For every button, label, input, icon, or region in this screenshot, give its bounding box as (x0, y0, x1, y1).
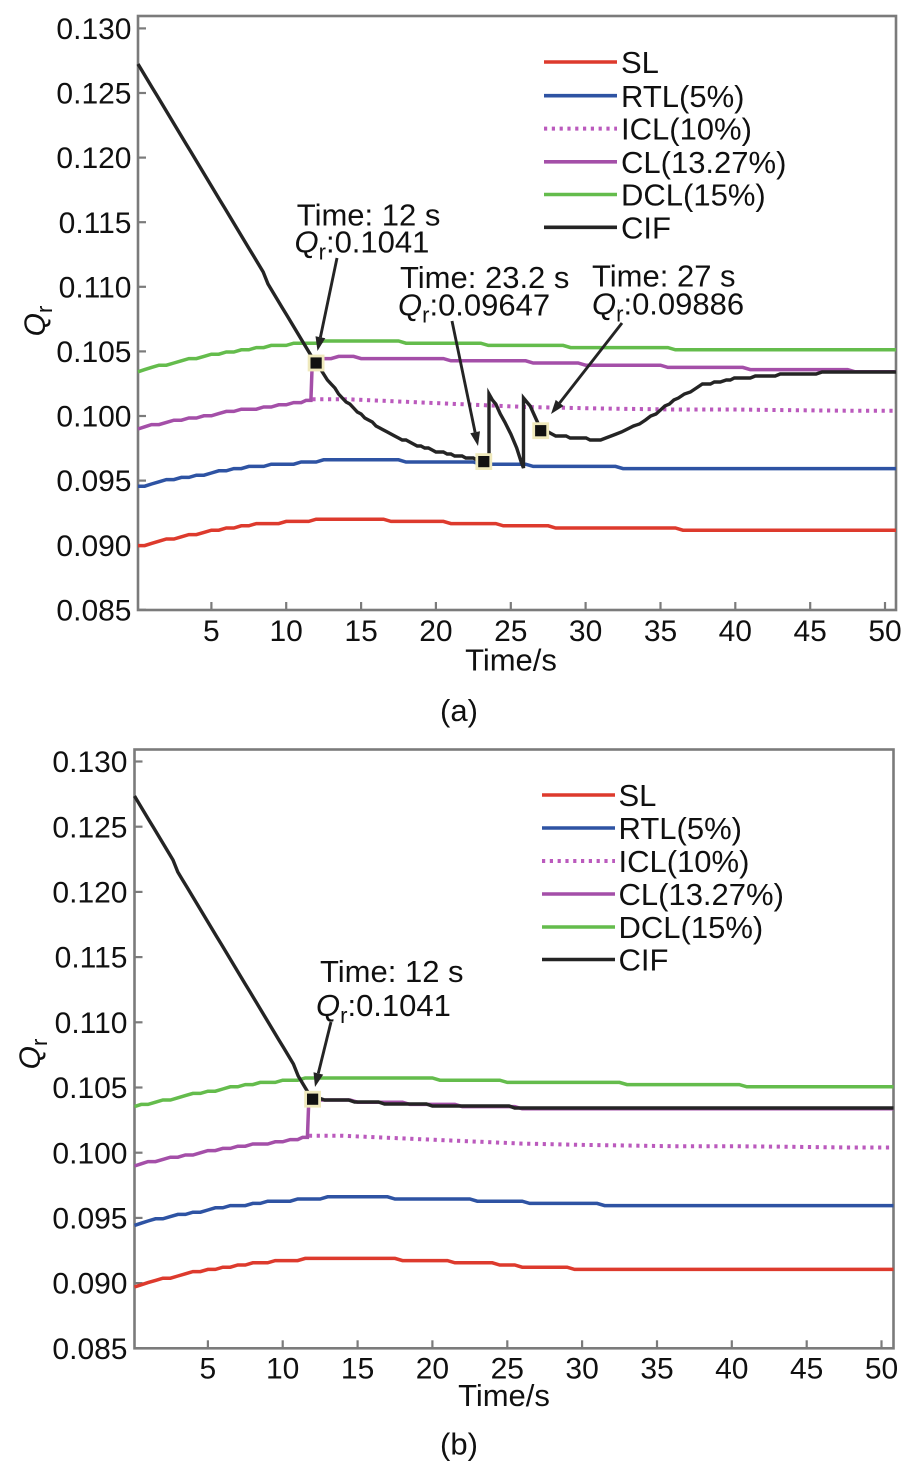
svg-text:Qr:0.1041: Qr:0.1041 (295, 225, 430, 265)
svg-text:0.115: 0.115 (59, 207, 132, 240)
svg-text:0.095: 0.095 (52, 1203, 127, 1236)
svg-text:DCL(15%): DCL(15%) (621, 178, 766, 213)
svg-text:ICL(10%): ICL(10%) (619, 844, 750, 879)
svg-text:DCL(15%): DCL(15%) (619, 910, 764, 945)
svg-text:RTL(5%): RTL(5%) (619, 811, 742, 846)
svg-text:35: 35 (644, 615, 677, 648)
svg-text:45: 45 (790, 1353, 823, 1386)
svg-text:ICL(10%): ICL(10%) (621, 112, 752, 147)
svg-text:Time: 12 s: Time: 12 s (297, 198, 441, 233)
svg-text:5: 5 (203, 615, 220, 648)
svg-text:0.120: 0.120 (52, 877, 127, 910)
svg-text:0.130: 0.130 (56, 13, 131, 46)
svg-text:0.090: 0.090 (56, 530, 131, 563)
svg-text:15: 15 (341, 1353, 374, 1386)
svg-text:Time/s: Time/s (458, 1378, 550, 1413)
svg-text:35: 35 (640, 1353, 673, 1386)
svg-text:CIF: CIF (619, 943, 669, 978)
svg-text:Qr:0.09647: Qr:0.09647 (398, 287, 550, 327)
svg-text:5: 5 (200, 1353, 217, 1386)
svg-text:Qr:0.09886: Qr:0.09886 (592, 286, 744, 326)
svg-text:Time: 12 s: Time: 12 s (320, 954, 464, 989)
svg-text:10: 10 (270, 615, 303, 648)
svg-text:(a): (a) (440, 693, 478, 728)
svg-text:0.100: 0.100 (56, 401, 131, 434)
svg-text:40: 40 (715, 1353, 748, 1386)
svg-text:0.085: 0.085 (56, 594, 131, 627)
svg-text:0.095: 0.095 (56, 465, 131, 498)
svg-text:25: 25 (491, 1353, 524, 1386)
svg-text:50: 50 (868, 615, 901, 648)
svg-text:0.125: 0.125 (56, 78, 131, 111)
svg-text:Qr: Qr (14, 1039, 52, 1070)
svg-text:Time: 27 s: Time: 27 s (592, 259, 736, 294)
svg-text:0.110: 0.110 (59, 271, 132, 304)
svg-text:0.130: 0.130 (52, 746, 127, 779)
svg-text:CL(13.27%): CL(13.27%) (621, 145, 786, 180)
svg-text:15: 15 (344, 615, 377, 648)
svg-text:0.090: 0.090 (52, 1268, 127, 1301)
svg-text:0.085: 0.085 (52, 1333, 127, 1366)
svg-text:20: 20 (416, 1353, 449, 1386)
svg-text:30: 30 (569, 615, 602, 648)
svg-text:45: 45 (794, 615, 827, 648)
svg-text:10: 10 (266, 1353, 299, 1386)
svg-text:0.105: 0.105 (56, 336, 131, 369)
svg-text:0.125: 0.125 (52, 811, 127, 844)
svg-text:Qr: Qr (19, 306, 57, 337)
svg-text:Time/s: Time/s (465, 643, 557, 678)
svg-text:0.105: 0.105 (52, 1072, 127, 1105)
svg-text:Time: 23.2 s: Time: 23.2 s (400, 260, 569, 295)
svg-text:40: 40 (719, 615, 752, 648)
svg-text:25: 25 (494, 615, 527, 648)
svg-text:0.100: 0.100 (52, 1137, 127, 1170)
svg-text:50: 50 (865, 1353, 898, 1386)
svg-text:SL: SL (619, 778, 657, 813)
svg-text:0.110: 0.110 (55, 1007, 128, 1040)
svg-text:0.115: 0.115 (55, 942, 128, 975)
svg-text:0.120: 0.120 (56, 142, 131, 175)
svg-text:CIF: CIF (621, 210, 671, 245)
svg-text:SL: SL (621, 45, 659, 80)
svg-text:(b): (b) (440, 1427, 478, 1462)
svg-text:Qr:0.1041: Qr:0.1041 (316, 988, 451, 1028)
svg-text:30: 30 (565, 1353, 598, 1386)
svg-text:CL(13.27%): CL(13.27%) (619, 877, 784, 912)
svg-text:20: 20 (419, 615, 452, 648)
svg-text:RTL(5%): RTL(5%) (621, 79, 744, 114)
